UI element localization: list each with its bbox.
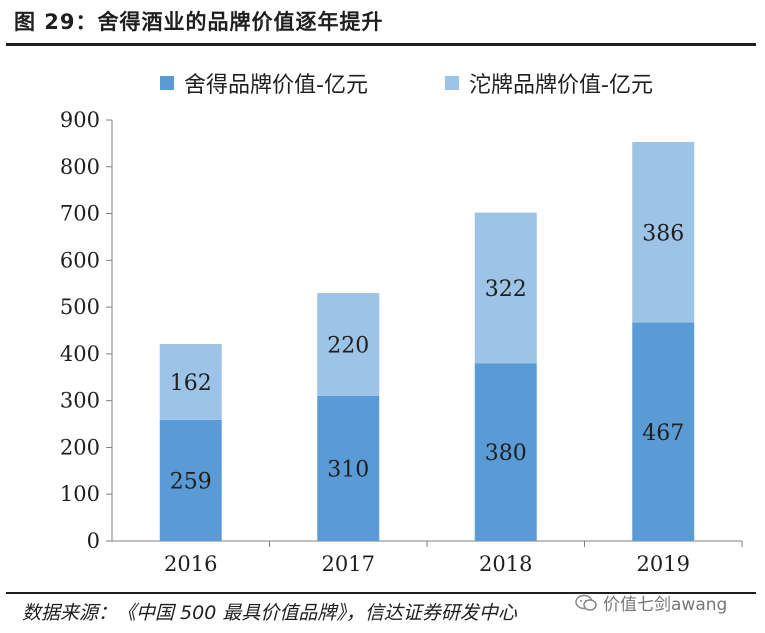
- source-note: 数据来源：《中国 500 最具价值品牌》，信达证券研发中心: [22, 602, 517, 624]
- y-tick-label: 600: [60, 248, 100, 272]
- data-label: 310: [327, 457, 369, 482]
- figure-title: 图 29：舍得酒业的品牌价值逐年提升: [14, 10, 384, 34]
- y-tick-label: 800: [60, 155, 100, 179]
- watermark-text: 价值七剑awang: [603, 595, 728, 615]
- bar-series-2-2019: [632, 141, 695, 323]
- data-label: 220: [327, 334, 369, 359]
- wechat-icon: [575, 594, 597, 611]
- data-label: 386: [642, 221, 684, 246]
- data-label: 467: [642, 421, 684, 446]
- x-tick-label: 2019: [637, 552, 690, 576]
- watermark: 价值七剑awang: [575, 590, 727, 615]
- legend-item-series-2: 沱牌品牌价值-亿元: [445, 66, 653, 100]
- y-tick-label: 0: [87, 529, 100, 553]
- bar-series-1-2016: [159, 419, 222, 541]
- y-tick-label: 100: [60, 482, 100, 506]
- bar-series-1-2018: [474, 363, 537, 541]
- y-tick-label: 900: [60, 108, 100, 132]
- data-label: 380: [485, 441, 527, 466]
- y-tick-label: 400: [60, 342, 100, 366]
- legend-item-series-1: 舍得品牌价值-亿元: [160, 66, 368, 100]
- y-tick-label: 500: [60, 295, 100, 319]
- footer-divider: [6, 592, 756, 594]
- bar-series-2-2018: [474, 212, 537, 364]
- title-divider: [6, 43, 756, 46]
- legend-swatch-series-1: [160, 76, 174, 90]
- bar-series-2-2017: [317, 293, 380, 396]
- y-tick-label: 200: [60, 435, 100, 459]
- legend-swatch-series-2: [445, 76, 459, 90]
- bar-series-1-2017: [317, 395, 380, 541]
- legend-label-series-2: 沱牌品牌价值-亿元: [469, 73, 653, 98]
- x-tick-label: 2018: [479, 552, 532, 576]
- data-label: 162: [170, 371, 212, 396]
- x-tick-label: 2016: [164, 552, 217, 576]
- bar-series-2-2016: [159, 344, 222, 420]
- data-label: 259: [170, 469, 212, 494]
- bar-series-1-2019: [632, 322, 695, 541]
- data-label: 322: [485, 277, 527, 302]
- y-tick-label: 700: [60, 202, 100, 226]
- legend-label-series-1: 舍得品牌价值-亿元: [184, 73, 368, 98]
- y-tick-label: 300: [60, 389, 100, 413]
- x-tick-label: 2017: [322, 552, 375, 576]
